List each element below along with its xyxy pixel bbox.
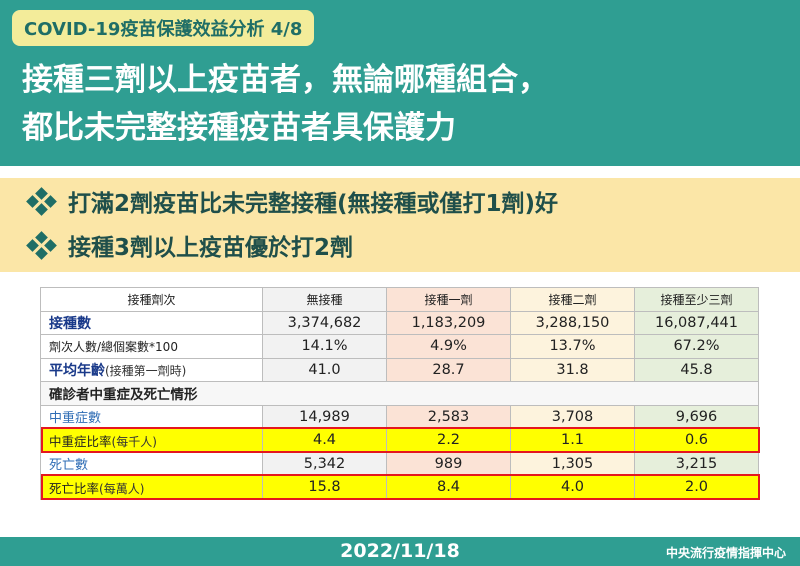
row-label: 中重症比率(每千人) xyxy=(40,428,263,453)
table-cell: 45.8 xyxy=(634,357,759,382)
table-cell: 3,288,150 xyxy=(510,310,635,335)
series-tag: COVID-19疫苗保護效益分析 4/8 xyxy=(12,10,315,46)
key-point-text: 打滿2劑疫苗比未完整接種(無接種或僅打1劑)好 xyxy=(68,191,559,217)
table-cell: 14.1% xyxy=(262,334,387,359)
table-header-row: 接種劑次 無接種 接種一劑 接種二劑 接種至少三劑 xyxy=(40,287,759,312)
table-cell: 9,696 xyxy=(634,404,759,429)
table-cell: 989 xyxy=(386,451,511,476)
diamond-cluster-icon xyxy=(26,187,57,216)
table-cell: 1.1 xyxy=(510,428,635,453)
row-label-main: 中重症比率 xyxy=(49,433,112,449)
table-cell: 4.9% xyxy=(386,334,511,359)
headline: 接種三劑以上疫苗者，無論哪種組合， 都比未完整接種疫苗者具保護力 xyxy=(22,56,549,152)
highlighted-row: 中重症比率(每千人) 4.4 2.2 1.1 0.6 xyxy=(40,428,759,453)
key-point: 接種3劑以上疫苗優於打2劑 xyxy=(26,228,354,262)
table-cell: 31.8 xyxy=(510,357,635,382)
row-label: 中重症數 xyxy=(40,404,263,429)
column-header: 無接種 xyxy=(262,287,387,312)
organization-label: 中央流行疫情指揮中心 xyxy=(665,546,786,560)
table-cell: 15.8 xyxy=(262,475,387,500)
row-label: 接種數 xyxy=(40,310,263,335)
diamond-cluster-icon xyxy=(26,231,57,260)
footer-bar: 2022/11/18 中央流行疫情指揮中心 xyxy=(0,537,800,566)
table-cell: 13.7% xyxy=(510,334,635,359)
key-point-text: 接種3劑以上疫苗優於打2劑 xyxy=(68,235,354,261)
row-label: 死亡數 xyxy=(40,451,263,476)
row-label-main: 平均年齡 xyxy=(49,362,105,379)
table-row: 死亡數 5,342 989 1,305 3,215 xyxy=(40,451,759,476)
column-header: 接種劑次 xyxy=(40,287,263,312)
table-row: 平均年齡(接種第一劑時) 41.0 28.7 31.8 45.8 xyxy=(40,357,759,382)
date-label: 2022/11/18 xyxy=(340,540,460,562)
column-header: 接種至少三劑 xyxy=(634,287,759,312)
table-row: 劑次人數/總個案數*100 14.1% 4.9% 13.7% 67.2% xyxy=(40,334,759,359)
highlighted-row: 死亡比率(每萬人) 15.8 8.4 4.0 2.0 xyxy=(40,475,759,500)
table-row: 中重症數 14,989 2,583 3,708 9,696 xyxy=(40,404,759,429)
column-header: 接種二劑 xyxy=(510,287,635,312)
header-banner: COVID-19疫苗保護效益分析 4/8 接種三劑以上疫苗者，無論哪種組合， 都… xyxy=(0,0,800,166)
row-label: 劑次人數/總個案數*100 xyxy=(40,334,263,359)
table-cell: 67.2% xyxy=(634,334,759,359)
vaccine-effectiveness-table: 接種劑次 無接種 接種一劑 接種二劑 接種至少三劑 接種數 3,374,682 … xyxy=(40,287,759,500)
table-cell: 4.4 xyxy=(262,428,387,453)
table-cell: 2.0 xyxy=(634,475,759,500)
table-cell: 14,989 xyxy=(262,404,387,429)
section-row: 確診者中重症及死亡情形 xyxy=(40,381,759,406)
table-cell: 16,087,441 xyxy=(634,310,759,335)
key-points-panel: 打滿2劑疫苗比未完整接種(無接種或僅打1劑)好 接種3劑以上疫苗優於打2劑 xyxy=(0,178,800,272)
table-cell: 5,342 xyxy=(262,451,387,476)
row-label-main: 死亡比率 xyxy=(49,480,100,496)
table-row: 接種數 3,374,682 1,183,209 3,288,150 16,087… xyxy=(40,310,759,335)
row-label-note: (每萬人) xyxy=(99,481,145,496)
table-cell: 28.7 xyxy=(386,357,511,382)
row-label-note: (接種第一劑時) xyxy=(105,363,187,378)
table-cell: 2,583 xyxy=(386,404,511,429)
table-cell: 2.2 xyxy=(386,428,511,453)
table-cell: 8.4 xyxy=(386,475,511,500)
table-cell: 0.6 xyxy=(634,428,759,453)
table-cell: 41.0 xyxy=(262,357,387,382)
table-cell: 3,708 xyxy=(510,404,635,429)
headline-line-2: 都比未完整接種疫苗者具保護力 xyxy=(22,110,456,146)
table-cell: 4.0 xyxy=(510,475,635,500)
key-point: 打滿2劑疫苗比未完整接種(無接種或僅打1劑)好 xyxy=(26,184,559,218)
table-cell: 3,215 xyxy=(634,451,759,476)
headline-line-1: 接種三劑以上疫苗者，無論哪種組合， xyxy=(22,62,549,98)
section-label: 確診者中重症及死亡情形 xyxy=(40,381,759,406)
table-cell: 3,374,682 xyxy=(262,310,387,335)
column-header: 接種一劑 xyxy=(386,287,511,312)
row-label: 平均年齡(接種第一劑時) xyxy=(40,357,263,382)
table-cell: 1,183,209 xyxy=(386,310,511,335)
row-label-note: (每千人) xyxy=(111,434,157,449)
table-cell: 1,305 xyxy=(510,451,635,476)
row-label: 死亡比率(每萬人) xyxy=(40,475,263,500)
